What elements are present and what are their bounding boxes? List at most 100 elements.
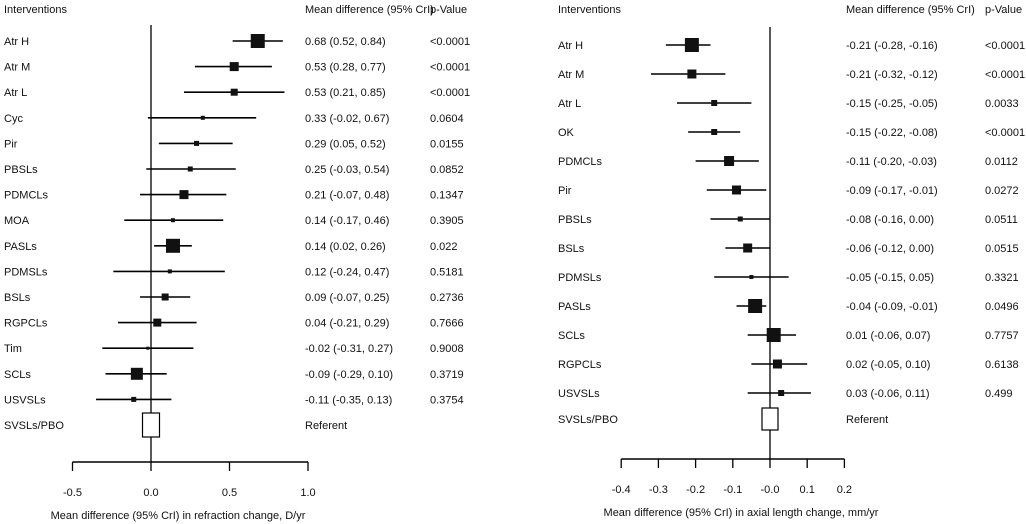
forest-row: PASLs 0.14 (0.02, 0.26) 0.022	[4, 238, 458, 253]
estimate-text: 0.21 (-0.07, 0.48)	[305, 190, 389, 202]
row-label: PASLs	[4, 241, 37, 253]
estimate-text: 0.12 (-0.24, 0.47)	[305, 266, 389, 278]
header-interventions: Interventions	[4, 4, 67, 16]
estimate-text: -0.15 (-0.22, -0.08)	[846, 127, 938, 139]
forest-row: PDMSLs 0.12 (-0.24, 0.47) 0.5181	[4, 266, 464, 278]
row-label: SCLs	[558, 330, 585, 342]
row-label: USVSLs	[558, 388, 600, 400]
forest-row: RGPCLs 0.02 (-0.05, 0.10) 0.6138	[558, 359, 1019, 371]
row-label: Atr M	[558, 69, 584, 81]
p-value-text: <0.0001	[430, 62, 470, 74]
row-label: Atr M	[4, 62, 30, 74]
p-value-text: 0.0112	[985, 156, 1018, 168]
x-tick-label: 0.2	[837, 484, 852, 496]
p-value-text: 0.0155	[430, 138, 464, 150]
reference-text: Referent	[846, 414, 888, 426]
estimate-text: 0.68 (0.52, 0.84)	[305, 36, 386, 48]
estimate-text: 0.01 (-0.06, 0.07)	[846, 330, 930, 342]
x-axis-title: Mean difference (95% CrI) in refraction …	[51, 510, 306, 522]
point-estimate-marker	[153, 318, 162, 327]
row-label: PASLs	[558, 301, 591, 313]
reference-text: Referent	[305, 420, 347, 432]
p-value-text: <0.0001	[985, 40, 1025, 52]
forest-row: SCLs -0.09 (-0.29, 0.10) 0.3719	[4, 367, 464, 381]
forest-row: USVSLs -0.11 (-0.35, 0.13) 0.3754	[4, 394, 464, 406]
header-mean-difference: Mean difference (95% CrI)	[846, 4, 975, 16]
row-label: PBSLs	[558, 214, 592, 226]
estimate-text: 0.09 (-0.07, 0.25)	[305, 292, 389, 304]
p-value-text: 0.0511	[985, 214, 1018, 226]
estimate-text: -0.21 (-0.32, -0.12)	[846, 69, 938, 81]
row-label: RGPCLs	[558, 359, 602, 371]
forest-row: Atr M 0.53 (0.28, 0.77) <0.0001	[4, 62, 470, 74]
row-label: OK	[558, 127, 575, 139]
reference-label: SVSLs/PBO	[4, 420, 64, 432]
x-tick-label: -0.1	[723, 484, 742, 496]
p-value-text: 0.499	[985, 388, 1013, 400]
reference-row: SVSLs/PBO Referent	[4, 412, 347, 438]
reference-marker	[761, 407, 779, 431]
forest-row: Pir -0.09 (-0.17, -0.01) 0.0272	[558, 185, 1019, 197]
point-estimate-marker	[749, 275, 754, 279]
forest-row: RGPCLs 0.04 (-0.21, 0.29) 0.7666	[4, 318, 464, 330]
estimate-text: -0.11 (-0.35, 0.13)	[305, 394, 392, 406]
row-label: Atr H	[4, 36, 29, 48]
point-estimate-marker	[250, 34, 265, 48]
x-axis-title: Mean difference (95% CrI) in axial lengt…	[604, 507, 879, 519]
point-estimate-marker	[130, 367, 143, 380]
forest-row: Atr H -0.21 (-0.28, -0.16) <0.0001	[558, 38, 1025, 52]
forest-row: Pir 0.29 (0.05, 0.52) 0.0155	[4, 138, 464, 150]
estimate-text: -0.09 (-0.17, -0.01)	[846, 185, 938, 197]
forest-panel-2: Interventions Mean difference (95% CrI) p-…	[558, 4, 1025, 519]
forest-row: PDMCLs 0.21 (-0.07, 0.48) 0.1347	[4, 190, 464, 202]
p-value-text: 0.0033	[985, 98, 1019, 110]
forest-row: PASLs -0.04 (-0.09, -0.01) 0.0496	[558, 299, 1019, 313]
x-tick-label: -0.3	[649, 484, 668, 496]
row-label: Pir	[558, 185, 572, 197]
estimate-text: -0.08 (-0.16, 0.00)	[846, 214, 934, 226]
row-label: PDMSLs	[558, 272, 602, 284]
point-estimate-marker	[684, 38, 699, 52]
p-value-text: 0.0604	[430, 113, 464, 125]
estimate-text: -0.06 (-0.12, 0.00)	[846, 243, 934, 255]
p-value-text: <0.0001	[430, 87, 470, 99]
row-label: MOA	[4, 215, 30, 227]
point-estimate-marker	[778, 390, 785, 396]
point-estimate-marker	[179, 190, 189, 200]
p-value-text: 0.3321	[985, 272, 1019, 284]
row-label: PDMCLs	[558, 156, 603, 168]
estimate-text: 0.33 (-0.02, 0.67)	[305, 113, 389, 125]
forest-row: USVSLs 0.03 (-0.06, 0.11) 0.499	[558, 388, 1013, 400]
row-label: Atr H	[558, 40, 583, 52]
point-estimate-marker	[724, 156, 735, 166]
p-value-text: 0.7666	[430, 318, 464, 330]
estimate-text: 0.14 (-0.17, 0.46)	[305, 215, 389, 227]
row-label: RGPCLs	[4, 318, 48, 330]
forest-row: PDMSLs -0.05 (-0.15, 0.05) 0.3321	[558, 272, 1019, 284]
p-value-text: <0.0001	[430, 36, 470, 48]
estimate-text: -0.21 (-0.28, -0.16)	[846, 40, 938, 52]
point-estimate-marker	[687, 69, 697, 79]
forest-row: BSLs 0.09 (-0.07, 0.25) 0.2736	[4, 292, 464, 304]
header-p-value: p-Value	[430, 4, 467, 16]
forest-row: SCLs 0.01 (-0.06, 0.07) 0.7757	[558, 328, 1019, 342]
estimate-text: 0.14 (0.02, 0.26)	[305, 241, 386, 253]
p-value-text: 0.0852	[430, 164, 464, 176]
point-estimate-marker	[737, 216, 743, 222]
forest-row: Atr M -0.21 (-0.32, -0.12) <0.0001	[558, 69, 1025, 81]
point-estimate-marker	[165, 238, 180, 253]
forest-row: BSLs -0.06 (-0.12, 0.00) 0.0515	[558, 243, 1019, 255]
row-label: BSLs	[4, 292, 31, 304]
estimate-text: -0.05 (-0.15, 0.05)	[846, 272, 934, 284]
p-value-text: 0.0272	[985, 185, 1019, 197]
forest-row: Atr L 0.53 (0.21, 0.85) <0.0001	[4, 87, 470, 99]
forest-row: Tim -0.02 (-0.31, 0.27) 0.9008	[4, 343, 464, 355]
p-value-text: 0.6138	[985, 359, 1019, 371]
forest-row: PDMCLs -0.11 (-0.20, -0.03) 0.0112	[558, 156, 1018, 168]
point-estimate-marker	[743, 243, 753, 253]
point-estimate-marker	[146, 346, 150, 350]
forest-row: Atr L -0.15 (-0.25, -0.05) 0.0033	[558, 98, 1019, 110]
point-estimate-marker	[187, 166, 193, 172]
p-value-text: 0.2736	[430, 292, 464, 304]
